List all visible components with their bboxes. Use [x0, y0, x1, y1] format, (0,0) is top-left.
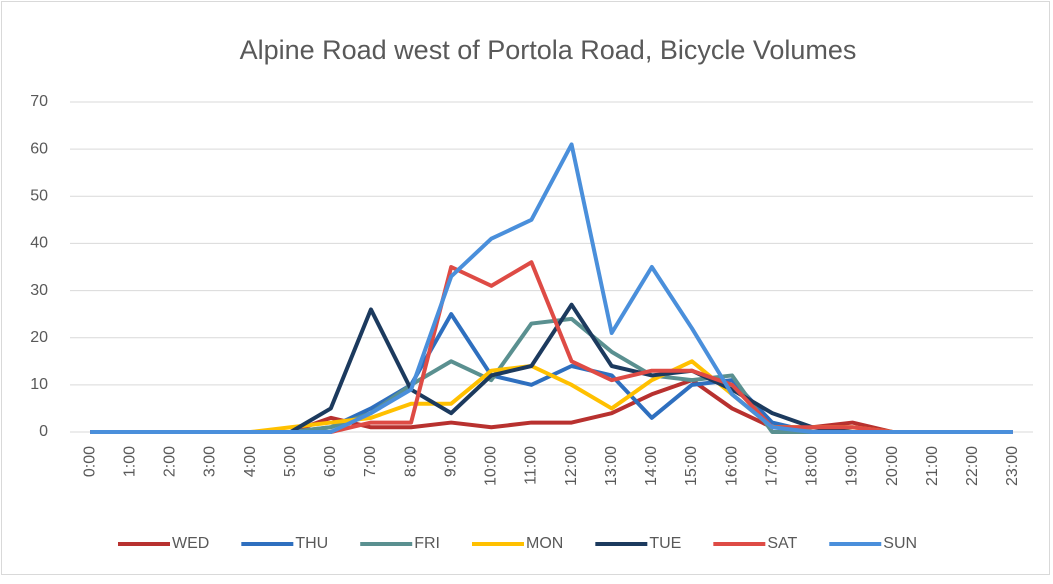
- y-tick-label: 20: [30, 329, 48, 346]
- legend-label: SAT: [767, 535, 797, 552]
- x-tick-label: 7:00: [362, 446, 379, 477]
- legend-label: WED: [172, 535, 209, 552]
- series-line: [90, 142, 1013, 434]
- legend-label: FRI: [414, 535, 440, 552]
- x-tick-label: 8:00: [402, 446, 419, 477]
- x-tick-label: 22:00: [964, 446, 981, 486]
- chart-border: [1, 1, 1050, 575]
- x-tick-label: 6:00: [322, 446, 339, 477]
- legend-label: SUN: [883, 535, 917, 552]
- x-tick-label: 4:00: [242, 446, 259, 477]
- x-tick-label: 19:00: [844, 446, 861, 486]
- x-tick-label: 5:00: [282, 446, 299, 477]
- x-tick-label: 3:00: [202, 446, 219, 477]
- legend-label: MON: [526, 535, 563, 552]
- x-tick-label: 9:00: [442, 446, 459, 477]
- x-tick-label: 1:00: [121, 446, 138, 477]
- x-tick-label: 20:00: [884, 446, 901, 486]
- y-tick-label: 30: [30, 282, 48, 299]
- x-tick-label: 17:00: [763, 446, 780, 486]
- x-tick-label: 23:00: [1004, 446, 1021, 486]
- x-tick-label: 2:00: [162, 446, 179, 477]
- y-tick-label: 60: [30, 140, 48, 157]
- x-tick-label: 11:00: [523, 446, 540, 485]
- y-tick-label: 0: [39, 423, 48, 440]
- x-tick-label: 18:00: [804, 446, 821, 486]
- x-tick-label: 21:00: [924, 446, 941, 486]
- legend-label: THU: [295, 535, 328, 552]
- x-tick-label: 0:00: [81, 446, 98, 477]
- x-tick-label: 12:00: [563, 446, 580, 486]
- legend-label: TUE: [649, 535, 681, 552]
- x-tick-label: 10:00: [483, 446, 500, 486]
- x-tick-label: 16:00: [723, 446, 740, 486]
- y-tick-label: 50: [30, 188, 48, 205]
- y-tick-label: 40: [30, 235, 48, 252]
- chart-title: Alpine Road west of Portola Road, Bicycl…: [240, 35, 857, 65]
- x-tick-label: 14:00: [643, 446, 660, 486]
- x-tick-label: 15:00: [683, 446, 700, 486]
- x-tick-label: 13:00: [603, 446, 620, 486]
- y-tick-label: 70: [30, 93, 48, 110]
- y-tick-label: 10: [30, 376, 48, 393]
